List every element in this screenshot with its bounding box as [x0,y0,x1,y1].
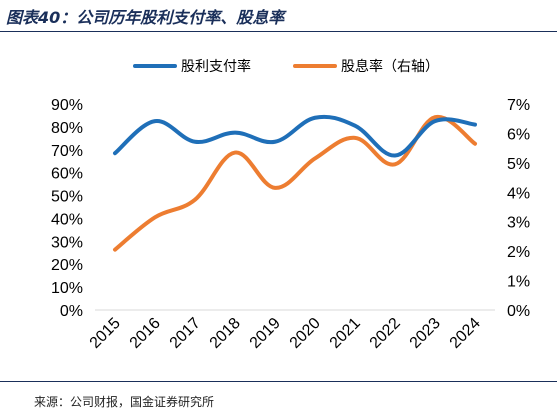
y-right-tick-label: 0% [507,303,530,320]
series-lines [113,114,477,252]
title-divider [0,31,557,32]
y-right-tick-label: 7% [507,97,530,114]
y-right-tick-label: 4% [507,185,530,202]
y-right-tick-label: 3% [507,215,530,232]
footer-divider [0,381,557,382]
legend: 股利支付率 股息率（右轴） [133,58,439,75]
x-tick-label: 2024 [447,315,484,352]
series-line-dividend-yield [113,115,477,252]
x-tick-label: 2020 [287,315,324,352]
y-right-tick-label: 5% [507,156,530,173]
y-left-tick-label: 50% [51,189,83,206]
y-left-tick-label: 20% [51,257,83,274]
y-left-tick-label: 40% [51,211,83,228]
y-left-tick-label: 10% [51,280,83,297]
series-line-payout-ratio [113,114,477,158]
x-tick-label: 2015 [87,315,124,352]
y-right-tick-label: 1% [507,274,530,291]
chart-title: 图表40：公司历年股利支付率、股息率 [6,8,285,27]
y-left-tick-label: 80% [51,120,83,137]
y-left-tick-label: 30% [51,234,83,251]
y-left-tick-label: 60% [51,166,83,183]
legend-dividend-yield-label: 股息率（右轴） [341,58,439,75]
x-tick-label: 2019 [247,315,284,352]
source-note: 来源：公司财报，国金证券研究所 [34,395,215,409]
x-tick-label: 2018 [207,315,244,352]
legend-payout-ratio-label: 股利支付率 [181,58,251,75]
y-left-tick-label: 70% [51,143,83,160]
x-tick-label: 2023 [407,315,444,352]
y-right-tick-label: 6% [507,126,530,143]
x-tick-label: 2017 [167,315,204,352]
x-tick-label: 2022 [367,315,404,352]
y-left-tick-label: 90% [51,97,83,114]
y-left-tick-label: 0% [60,303,83,320]
x-tick-label: 2016 [127,315,164,352]
x-tick-label: 2021 [327,315,364,352]
y-right-tick-label: 2% [507,244,530,261]
